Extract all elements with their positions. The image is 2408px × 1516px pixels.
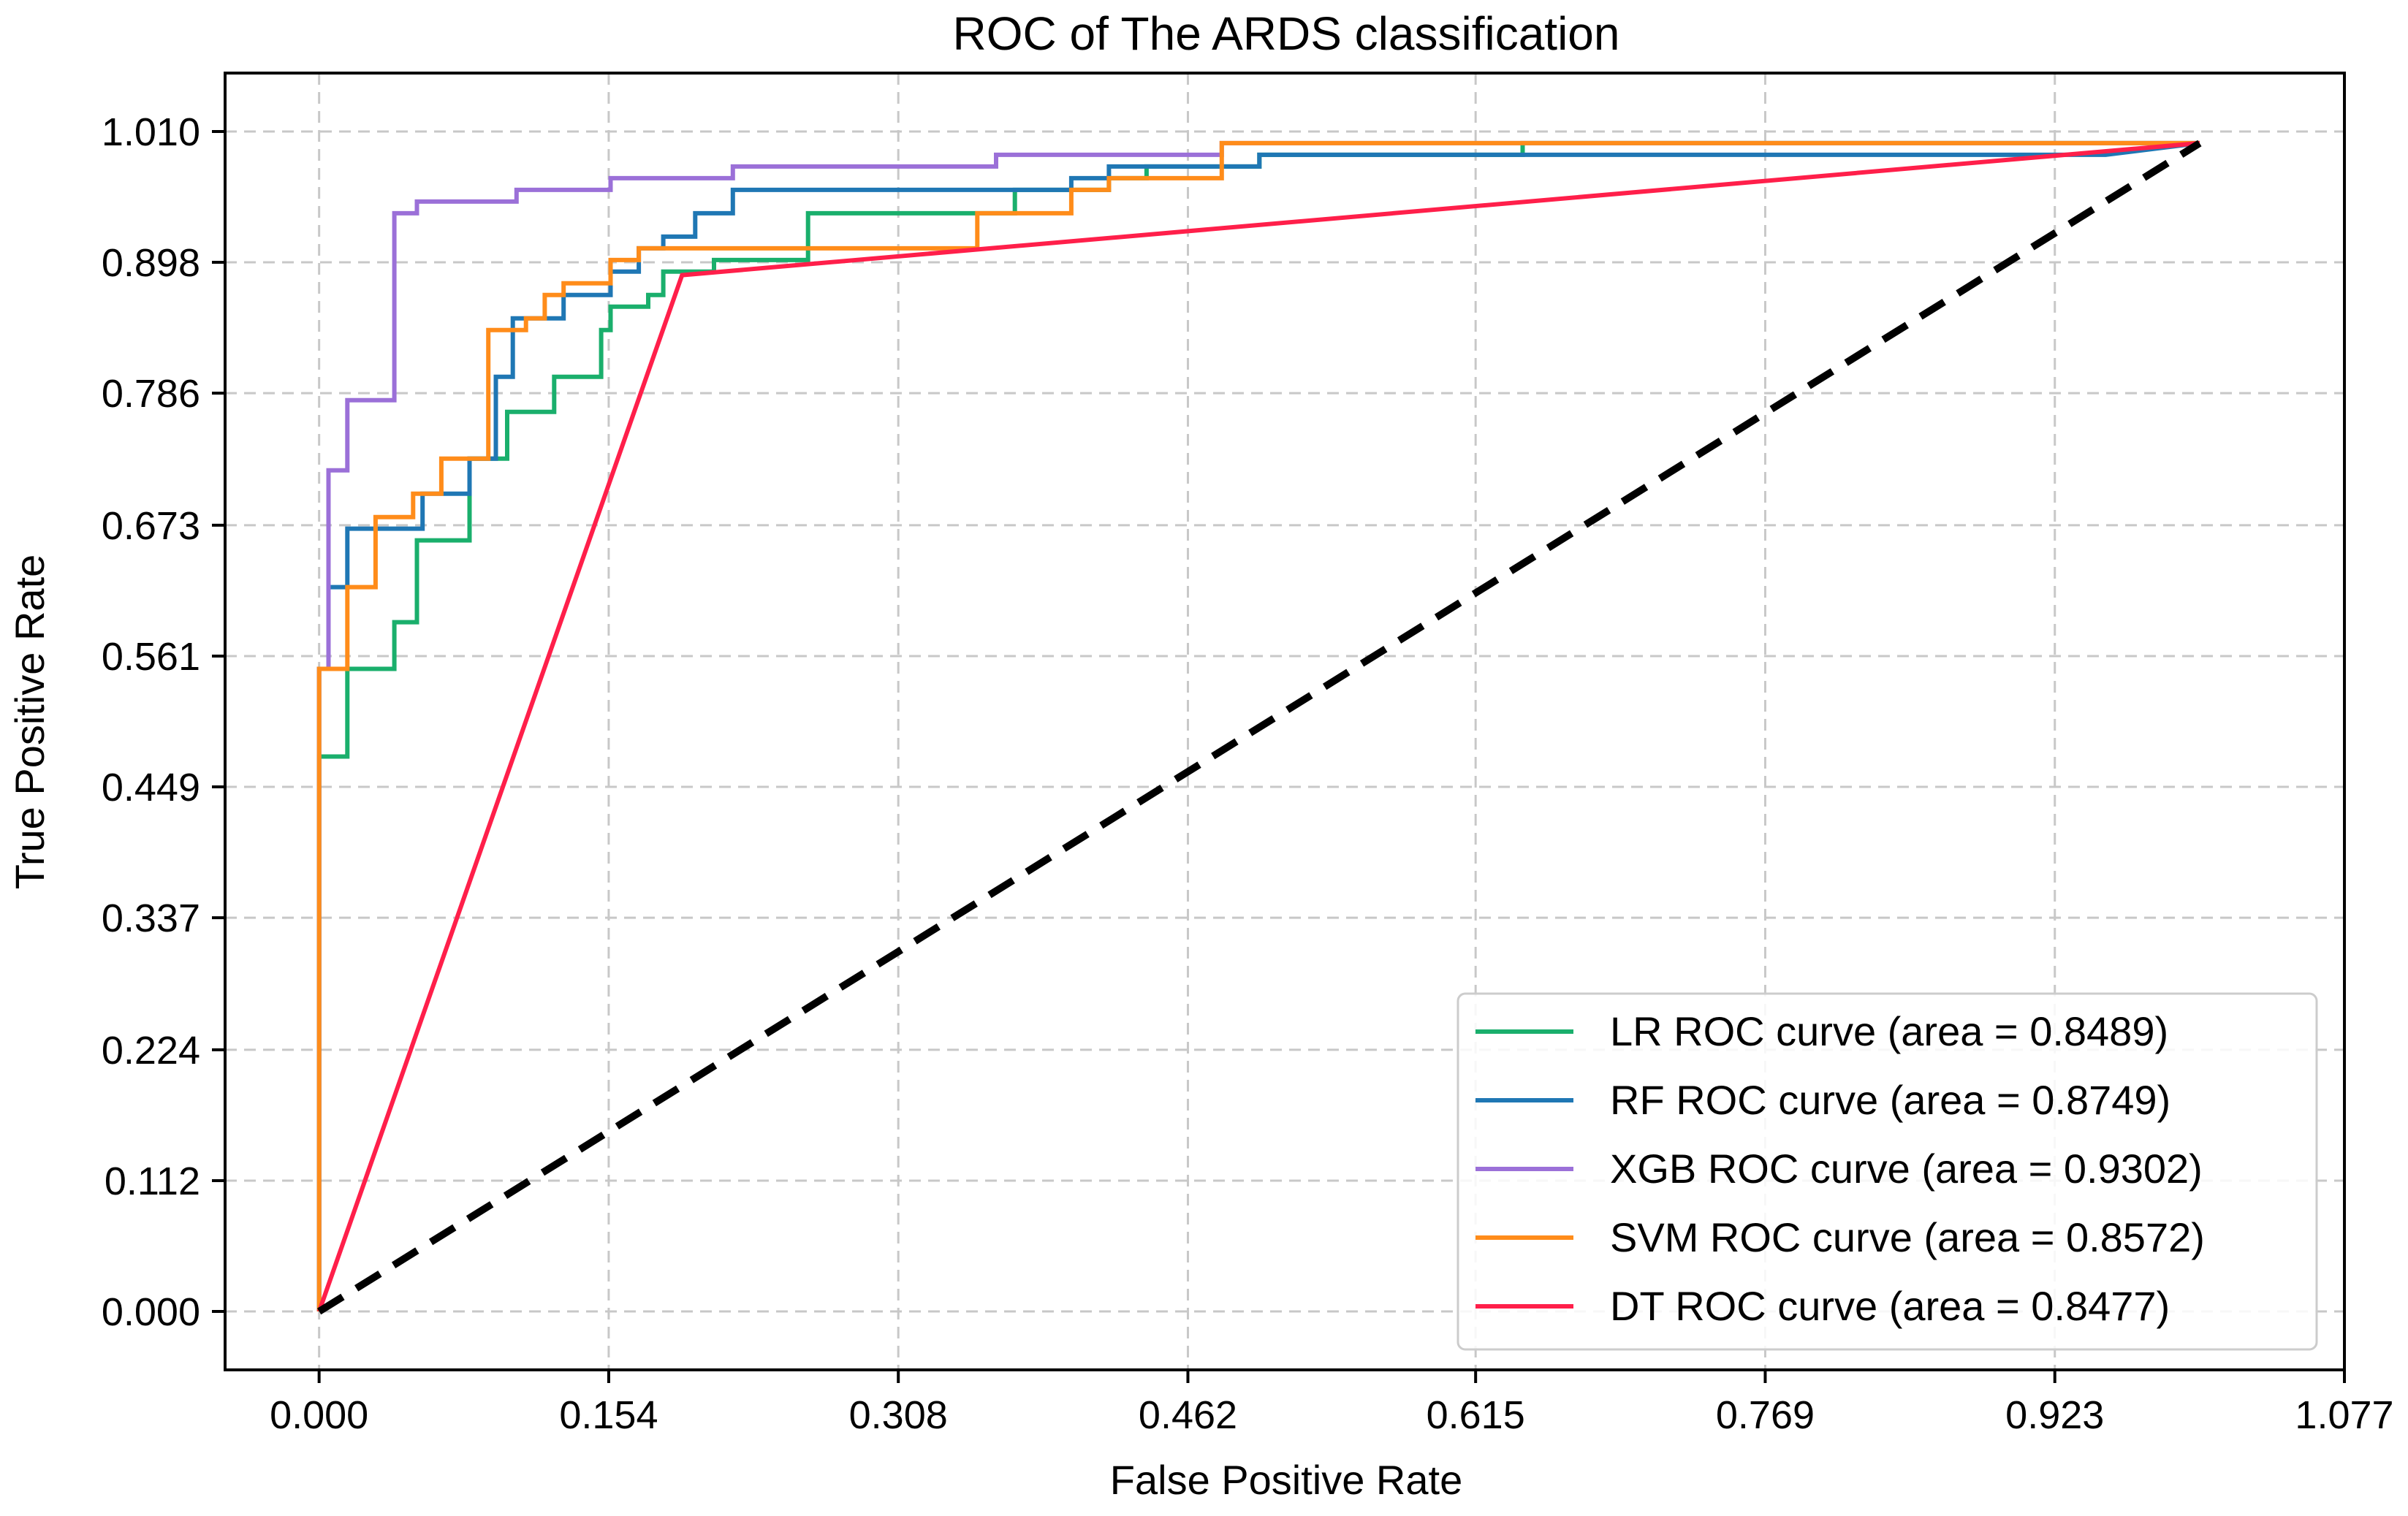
y-tick-label: 0.786 <box>102 372 200 416</box>
svm-roc-line <box>316 140 2200 1311</box>
y-tick-label: 1.010 <box>102 110 200 154</box>
y-tick-label: 0.673 <box>102 504 200 548</box>
y-axis-title: True Positive Rate <box>7 555 53 890</box>
y-tick-label: 0.561 <box>102 635 200 679</box>
y-tick-label: 0.224 <box>102 1029 200 1073</box>
x-tick-label: 0.769 <box>1716 1393 1815 1437</box>
rf-legend-label: RF ROC curve (area = 0.8749) <box>1610 1077 2170 1123</box>
x-tick-label: 0.923 <box>2005 1393 2104 1437</box>
lr-roc-line <box>316 140 2200 1311</box>
x-tick-label: 0.308 <box>849 1393 948 1437</box>
axis-ticks: 0.000 0.154 0.308 0.462 0.615 0.769 0.923 1.077… <box>102 110 2394 1437</box>
x-tick-label: 0.154 <box>559 1393 658 1437</box>
y-tick-label: 0.449 <box>102 766 200 810</box>
x-tick-label: 1.077 <box>2295 1393 2393 1437</box>
chart-title: ROC of The ARDS classification <box>953 7 1620 60</box>
chance-diagonal-line <box>317 140 2202 1315</box>
x-tick-label: 0.000 <box>270 1393 368 1437</box>
y-tick-label: 0.000 <box>102 1290 200 1334</box>
xgb-legend-label: XGB ROC curve (area = 0.9302) <box>1610 1146 2203 1192</box>
legend-box <box>1456 992 2318 1351</box>
dt-legend-label: DT ROC curve (area = 0.8477) <box>1610 1283 2170 1329</box>
xgb-roc-line <box>316 140 2200 1311</box>
x-tick-label: 0.615 <box>1427 1393 1525 1437</box>
rf-roc-line <box>316 140 2200 1311</box>
y-tick-label: 0.337 <box>102 896 200 940</box>
x-tick-label: 0.462 <box>1139 1393 1237 1437</box>
x-axis-title: False Positive Rate <box>1110 1457 1462 1503</box>
plot-frame <box>224 72 2346 1371</box>
legend: LR ROC curve (area = 0.8489) RF ROC curve… <box>1456 992 2318 1351</box>
y-tick-label: 0.898 <box>102 241 200 285</box>
dt-roc-line <box>316 140 2200 1312</box>
plot-lines <box>316 140 2202 1315</box>
lr-legend-label: LR ROC curve (area = 0.8489) <box>1610 1008 2168 1054</box>
y-tick-label: 0.112 <box>105 1159 200 1203</box>
svm-legend-label: SVM ROC curve (area = 0.8572) <box>1610 1214 2205 1260</box>
